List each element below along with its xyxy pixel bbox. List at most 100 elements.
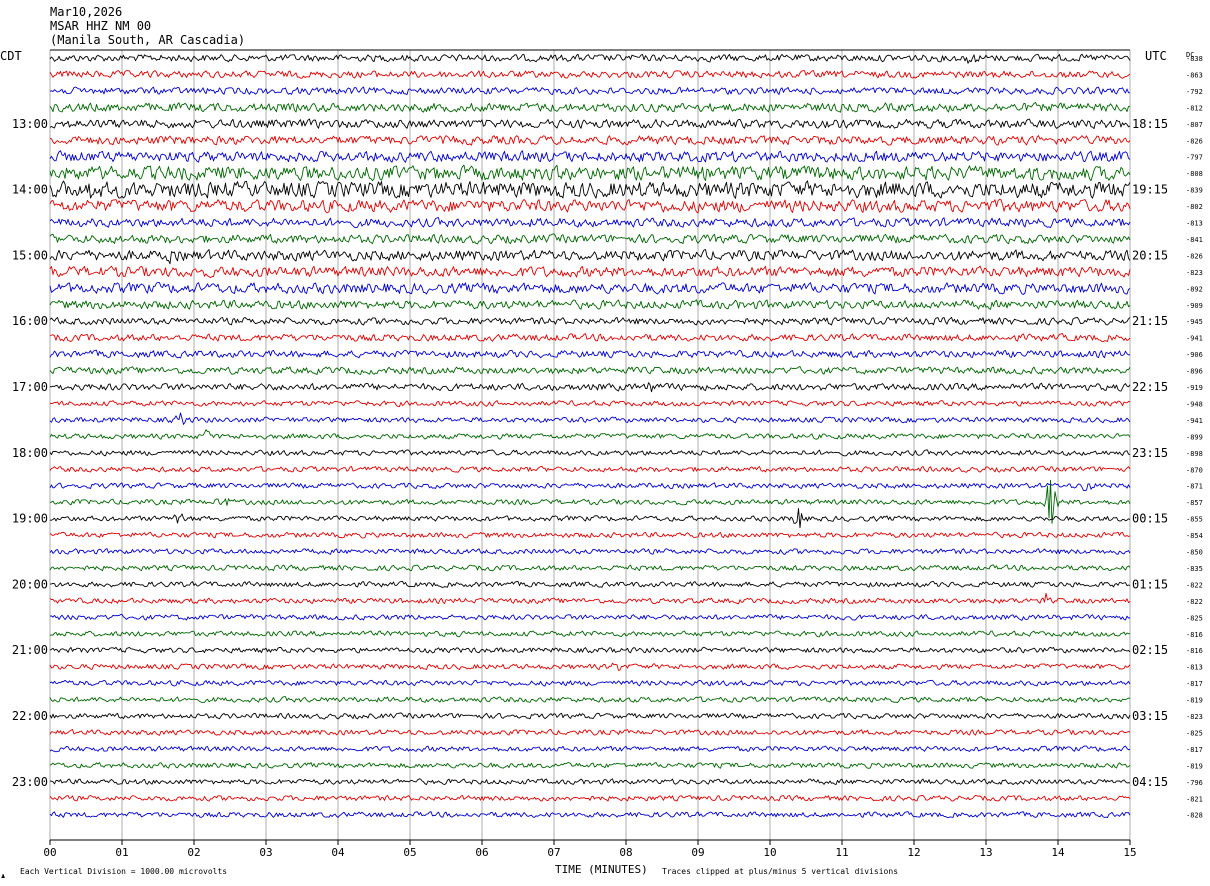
dc-offset-label: -826 xyxy=(1186,252,1203,260)
trace-row-24 xyxy=(49,449,1131,457)
dc-offset-label: -838 xyxy=(1186,55,1203,63)
left-hour-label: 21:00 xyxy=(12,643,48,657)
dc-offset-label: -857 xyxy=(1186,499,1203,507)
trace-row-28 xyxy=(49,508,1131,529)
right-hour-label: 21:15 xyxy=(1132,314,1168,328)
trace-row-46 xyxy=(49,811,1131,819)
left-timezone-label: CDT xyxy=(0,49,22,63)
dc-offset-label: -839 xyxy=(1186,187,1203,195)
x-tick-label-07: 07 xyxy=(547,846,560,859)
trace-row-6 xyxy=(49,150,1131,163)
trace-row-35 xyxy=(49,630,1131,638)
x-tick-label-13: 13 xyxy=(979,846,992,859)
dc-offset-label: -941 xyxy=(1186,335,1203,343)
dc-offset-label: -816 xyxy=(1186,631,1203,639)
trace-row-1 xyxy=(49,70,1131,79)
x-axis-title: TIME (MINUTES) xyxy=(555,863,648,876)
trace-row-34 xyxy=(49,613,1131,621)
left-hour-label: 14:00 xyxy=(12,183,48,197)
right-hour-label: 00:15 xyxy=(1132,512,1168,526)
trace-row-15 xyxy=(49,299,1131,310)
dc-offset-label: -825 xyxy=(1186,614,1203,622)
x-tick-label-04: 04 xyxy=(331,846,345,859)
trace-row-22 xyxy=(49,412,1131,425)
x-tick-label-12: 12 xyxy=(907,846,920,859)
trace-row-26 xyxy=(49,482,1131,492)
header-date: Mar10,2026 xyxy=(50,5,123,19)
trace-row-44 xyxy=(49,778,1131,786)
dc-offset-label: -892 xyxy=(1186,285,1203,293)
dc-offset-label: -850 xyxy=(1186,549,1203,557)
left-hour-labels: 13:00 14:00 15:00 16:00 17:00 18:00 19:00 20:00… xyxy=(12,117,48,789)
right-hour-label: 03:15 xyxy=(1132,709,1168,723)
dc-offset-label: -835 xyxy=(1186,565,1203,573)
x-tick-label-08: 08 xyxy=(619,846,632,859)
trace-row-0 xyxy=(49,53,1131,64)
dc-offset-label: -909 xyxy=(1186,302,1203,310)
dc-offset-label: -841 xyxy=(1186,236,1203,244)
trace-row-12 xyxy=(49,249,1131,265)
minute-gridlines xyxy=(49,49,1131,845)
dc-offset-label: -870 xyxy=(1186,466,1203,474)
trace-row-21 xyxy=(49,400,1131,407)
left-hour-label: 22:00 xyxy=(12,709,48,723)
x-tick-label-00: 00 xyxy=(43,846,56,859)
dc-offset-label: -906 xyxy=(1186,351,1203,359)
header-station: MSAR HHZ NM 00 xyxy=(50,19,152,33)
trace-row-37 xyxy=(49,662,1131,671)
left-hour-label: 15:00 xyxy=(12,248,48,262)
dc-offset-label: -854 xyxy=(1186,532,1203,540)
dc-offset-label: -819 xyxy=(1186,697,1203,705)
left-hour-label: 18:00 xyxy=(12,446,48,460)
left-hour-label: 19:00 xyxy=(12,512,48,526)
trace-row-45 xyxy=(49,794,1131,802)
left-hour-label: 23:00 xyxy=(12,775,48,789)
trace-row-7 xyxy=(49,164,1131,182)
dc-offset-label: -823 xyxy=(1186,269,1203,277)
right-hour-label: 20:15 xyxy=(1132,248,1168,262)
x-tick-label-02: 02 xyxy=(187,846,200,859)
x-tick-label-15: 15 xyxy=(1123,846,1136,859)
trace-row-2 xyxy=(49,86,1131,96)
dc-offset-label: -863 xyxy=(1186,71,1203,79)
trace-row-4 xyxy=(49,118,1131,130)
dc-header-label: DC xyxy=(1186,51,1194,59)
dc-offset-label: -828 xyxy=(1186,812,1203,820)
dc-offset-label: -816 xyxy=(1186,647,1203,655)
right-hour-label: 23:15 xyxy=(1132,446,1168,460)
trace-row-33 xyxy=(49,592,1131,605)
trace-row-36 xyxy=(49,646,1131,654)
trace-row-5 xyxy=(49,135,1131,146)
dc-offset-label: -807 xyxy=(1186,121,1203,129)
trace-row-42 xyxy=(49,745,1131,753)
dc-offset-label: -813 xyxy=(1186,664,1203,672)
trace-row-10 xyxy=(49,217,1131,229)
trace-row-41 xyxy=(49,729,1131,736)
left-hour-label: 16:00 xyxy=(12,314,48,328)
trace-row-32 xyxy=(49,580,1131,588)
trace-row-30 xyxy=(49,548,1131,555)
trace-row-19 xyxy=(49,366,1131,375)
clip-note: Traces clipped at plus/minus 5 vertical … xyxy=(662,867,898,876)
dc-offset-label: -823 xyxy=(1186,713,1203,721)
trace-row-18 xyxy=(49,349,1131,359)
trace-row-9 xyxy=(49,198,1131,214)
trace-row-25 xyxy=(49,465,1131,473)
dc-offset-label: -855 xyxy=(1186,516,1203,524)
trace-row-40 xyxy=(49,712,1131,720)
scale-note: Each Vertical Division = 1000.00 microvo… xyxy=(20,867,227,876)
right-hour-label: 04:15 xyxy=(1132,775,1168,789)
dc-offset-labels: -838 -863 -792 -812 -807 -826 -797 -808 -839 -802… xyxy=(1186,55,1203,820)
x-tick-label-03: 03 xyxy=(259,846,272,859)
dc-offset-label: -919 xyxy=(1186,384,1203,392)
dc-offset-label: -945 xyxy=(1186,318,1203,326)
dc-offset-label: -792 xyxy=(1186,88,1203,96)
x-tick-labels: 00 01 02 03 04 05 06 07 08 09 10 11 12 13 14 15 xyxy=(43,846,1136,859)
trace-row-43 xyxy=(49,762,1131,769)
trace-row-31 xyxy=(49,564,1131,572)
trace-row-29 xyxy=(49,531,1131,539)
left-hour-label: 17:00 xyxy=(12,380,48,394)
right-hour-label: 22:15 xyxy=(1132,380,1168,394)
dc-offset-label: -813 xyxy=(1186,220,1203,228)
trace-row-13 xyxy=(49,265,1131,279)
